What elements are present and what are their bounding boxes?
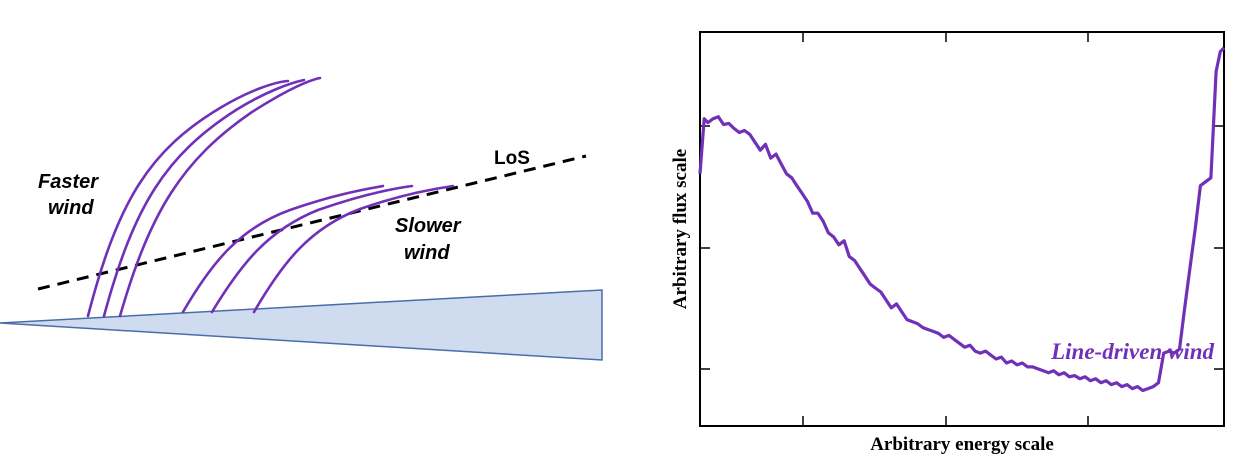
faster-wind-label-line1: Faster	[38, 171, 99, 193]
tick-marks	[700, 32, 1224, 426]
line-driven-wind-label: Line-driven wind	[1050, 339, 1214, 364]
slower-wind-streamline	[181, 184, 385, 314]
slower-wind-streamline	[252, 184, 455, 314]
faster-wind-streamline	[118, 76, 322, 318]
slower-wind-label-line1: Slower	[395, 215, 462, 237]
faster-wind-label-line2: wind	[48, 197, 94, 219]
line-of-sight-line	[37, 154, 587, 291]
slower-wind-label-line2: wind	[404, 242, 450, 264]
y-axis-label: Arbitrary flux scale	[670, 149, 691, 309]
wind-diagram: Faster wind Slower wind LoS	[0, 76, 603, 361]
slower-wind-streamlines	[181, 184, 455, 314]
faster-wind-streamline	[86, 79, 290, 318]
faster-wind-streamlines	[86, 76, 322, 318]
plot-frame	[699, 31, 1225, 427]
flux-series-line	[698, 46, 1226, 393]
faster-wind-streamline	[102, 78, 306, 318]
x-axis-label: Arbitrary energy scale	[870, 434, 1054, 455]
spectrum-chart: Line-driven wind Arbitrary energy scale …	[670, 31, 1226, 455]
accretion-disk	[0, 289, 603, 361]
slower-wind-streamline	[210, 184, 414, 314]
los-label: LoS	[494, 148, 530, 169]
